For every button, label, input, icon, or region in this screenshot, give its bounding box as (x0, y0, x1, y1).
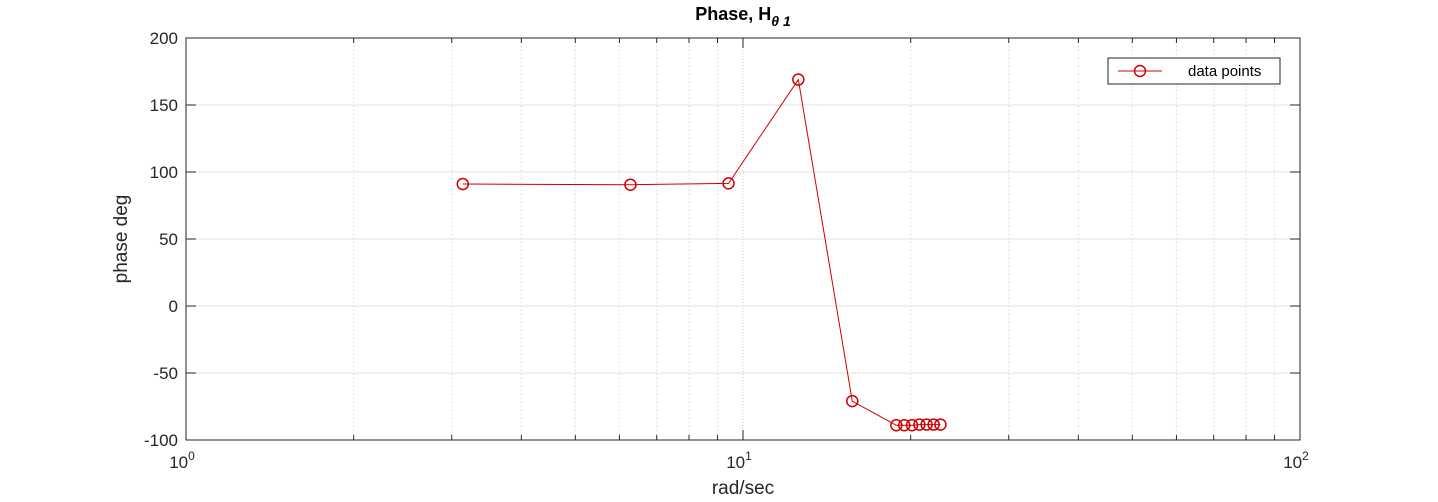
data-point (456, 177, 470, 191)
x-tick-label: 102 (1283, 449, 1309, 472)
data-point (792, 73, 805, 86)
x-tick-label: 101 (726, 449, 752, 472)
data-point (920, 418, 933, 431)
data-point (624, 178, 637, 191)
data-point (905, 419, 919, 432)
data-point (890, 419, 903, 432)
legend-entry-label: data points (1188, 63, 1261, 80)
series (456, 73, 947, 432)
y-tick-label: 50 (159, 230, 178, 249)
legend: data points (1107, 57, 1281, 85)
data-point (846, 394, 859, 408)
y-tick-label: 200 (150, 29, 178, 48)
legend-marker (1133, 64, 1147, 78)
y-tick-label: -100 (144, 431, 178, 450)
y-tick-label: -50 (153, 364, 178, 383)
y-tick-label: 0 (169, 297, 178, 316)
data-point (934, 418, 947, 431)
data-point (898, 419, 911, 432)
data-point (913, 418, 926, 431)
y-tick-label: 150 (150, 96, 178, 115)
y-axis-label: phase deg (111, 195, 132, 284)
x-tick-label: 100 (169, 449, 195, 472)
y-tick-label: 100 (150, 163, 178, 182)
axes: -100 -50 0 50 100 150 200 100 101 102 (144, 29, 1309, 472)
x-axis-label: rad/sec (712, 478, 774, 499)
data-point (722, 177, 735, 190)
data-point (927, 418, 940, 431)
chart-title-subscript: θ 1 (771, 13, 791, 29)
chart-title: Phase, Hθ 1 (695, 4, 791, 29)
